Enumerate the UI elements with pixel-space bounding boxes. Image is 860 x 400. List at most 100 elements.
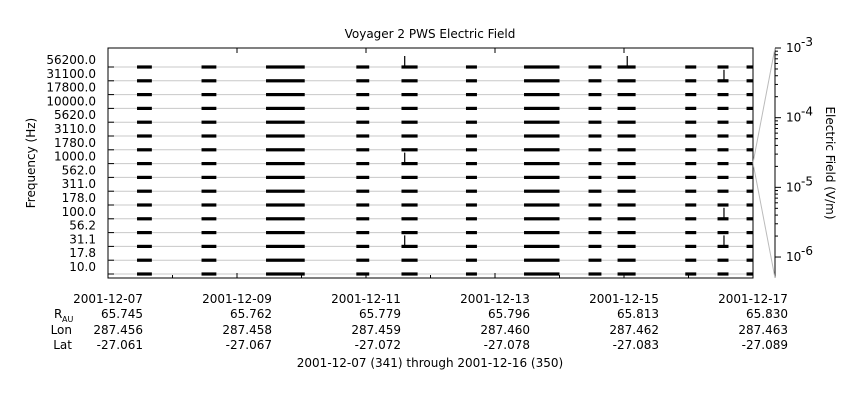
coverage-bar (746, 258, 753, 262)
coverage-bar (401, 203, 418, 207)
coverage-bar (356, 93, 370, 97)
frequency-tick-label: 311.0 (62, 177, 96, 191)
frequency-tick-label: 5620.0 (54, 108, 96, 122)
coverage-bar (266, 217, 305, 221)
ephemeris-value-r: 65.813 (617, 307, 659, 321)
colorbar-tick-label: 10 (786, 180, 801, 194)
coverage-bar (717, 93, 729, 97)
coverage-bar (266, 189, 305, 193)
signal-spikes (404, 56, 725, 247)
coverage-bar (356, 231, 370, 235)
coverage-bar (685, 65, 697, 69)
colorbar-label: Electric Field (V/m) (823, 106, 837, 219)
coverage-bar (356, 272, 370, 276)
coverage-bar (401, 217, 418, 221)
coverage-bar (685, 120, 697, 124)
frequency-tick-label: 100.0 (62, 205, 96, 219)
coverage-bar (465, 203, 477, 207)
ephemeris-value-lat: -27.061 (97, 338, 143, 352)
coverage-bar (746, 175, 753, 179)
coverage-bar (685, 272, 697, 276)
coverage-bar (401, 231, 418, 235)
frequency-tick-label: 31.1 (69, 232, 96, 246)
coverage-bar (201, 189, 217, 193)
ephemeris-value-lon: 287.460 (480, 323, 530, 337)
coverage-bar (137, 244, 152, 248)
coverage-bar (617, 175, 636, 179)
coverage-bar (201, 217, 217, 221)
coverage-bar (137, 189, 152, 193)
colorbar-tick-label: 10 (786, 111, 801, 125)
coverage-bar (685, 231, 697, 235)
ephemeris-value-r: 65.745 (101, 307, 143, 321)
coverage-bar (524, 244, 560, 248)
coverage-bar (137, 120, 152, 124)
coverage-bar (266, 258, 305, 262)
ephemeris-value-lon: 287.462 (609, 323, 659, 337)
frequency-tick-label: 1780.0 (54, 136, 96, 150)
coverage-bar (588, 134, 602, 138)
colorbar-tick-exponent: -6 (801, 244, 813, 258)
coverage-bar (617, 231, 636, 235)
coverage-bar (588, 203, 602, 207)
coverage-bar (685, 189, 697, 193)
coverage-bar (588, 175, 602, 179)
coverage-bar (588, 189, 602, 193)
coverage-bar (717, 258, 729, 262)
coverage-bar (401, 65, 418, 69)
coverage-bar (201, 134, 217, 138)
coverage-bar (746, 217, 753, 221)
coverage-bar (717, 120, 729, 124)
date-range-footer: 2001-12-07 (341) through 2001-12-16 (350… (297, 356, 563, 370)
coverage-bar (356, 106, 370, 110)
coverage-bar (588, 162, 602, 166)
coverage-bar (465, 106, 477, 110)
coverage-bar (746, 203, 753, 207)
coverage-bar (465, 272, 477, 276)
ephemeris-label-lon: Lon (51, 323, 72, 337)
coverage-bar (617, 258, 636, 262)
coverage-bar (266, 106, 305, 110)
coverage-bar (266, 175, 305, 179)
colorbar-tick-label: 10 (786, 250, 801, 264)
coverage-bar (746, 231, 753, 235)
coverage-bar (201, 148, 217, 152)
coverage-bar (401, 106, 418, 110)
coverage-bar (356, 79, 370, 83)
coverage-bar (685, 148, 697, 152)
ephemeris-value-r: 65.830 (746, 307, 788, 321)
coverage-bar (201, 120, 217, 124)
ephemeris-value-r: 65.796 (488, 307, 530, 321)
coverage-bar (717, 148, 729, 152)
coverage-bar (524, 93, 560, 97)
ephemeris-table: R AU Lon Lat 65.745 287.456-27.061 65.762 2… (51, 307, 788, 352)
coverage-bar (617, 120, 636, 124)
frequency-tick-label: 56.2 (69, 219, 96, 233)
coverage-bar (588, 79, 602, 83)
coverage-bar (524, 189, 560, 193)
coverage-bar (524, 79, 560, 83)
coverage-bar (685, 106, 697, 110)
ephemeris-value-lon: 287.456 (93, 323, 143, 337)
coverage-bar (201, 162, 217, 166)
colorbar-tick-label: 10 (786, 41, 801, 55)
coverage-bar (524, 203, 560, 207)
coverage-bar (266, 162, 305, 166)
coverage-bar (465, 65, 477, 69)
coverage-bar (588, 65, 602, 69)
coverage-bar (465, 244, 477, 248)
coverage-bar (356, 120, 370, 124)
coverage-bar (201, 272, 217, 276)
colorbar-tick-exponent: -3 (801, 35, 813, 49)
coverage-bar (717, 272, 729, 276)
coverage-bar (524, 258, 560, 262)
coverage-bar (401, 272, 418, 276)
coverage-bar (588, 272, 602, 276)
coverage-bar (524, 148, 560, 152)
coverage-bar (524, 106, 560, 110)
x-tick-label: 2001-12-07 (73, 292, 143, 306)
coverage-bar (201, 106, 217, 110)
coverage-bar (465, 231, 477, 235)
coverage-bar (524, 65, 560, 69)
coverage-bar (588, 106, 602, 110)
